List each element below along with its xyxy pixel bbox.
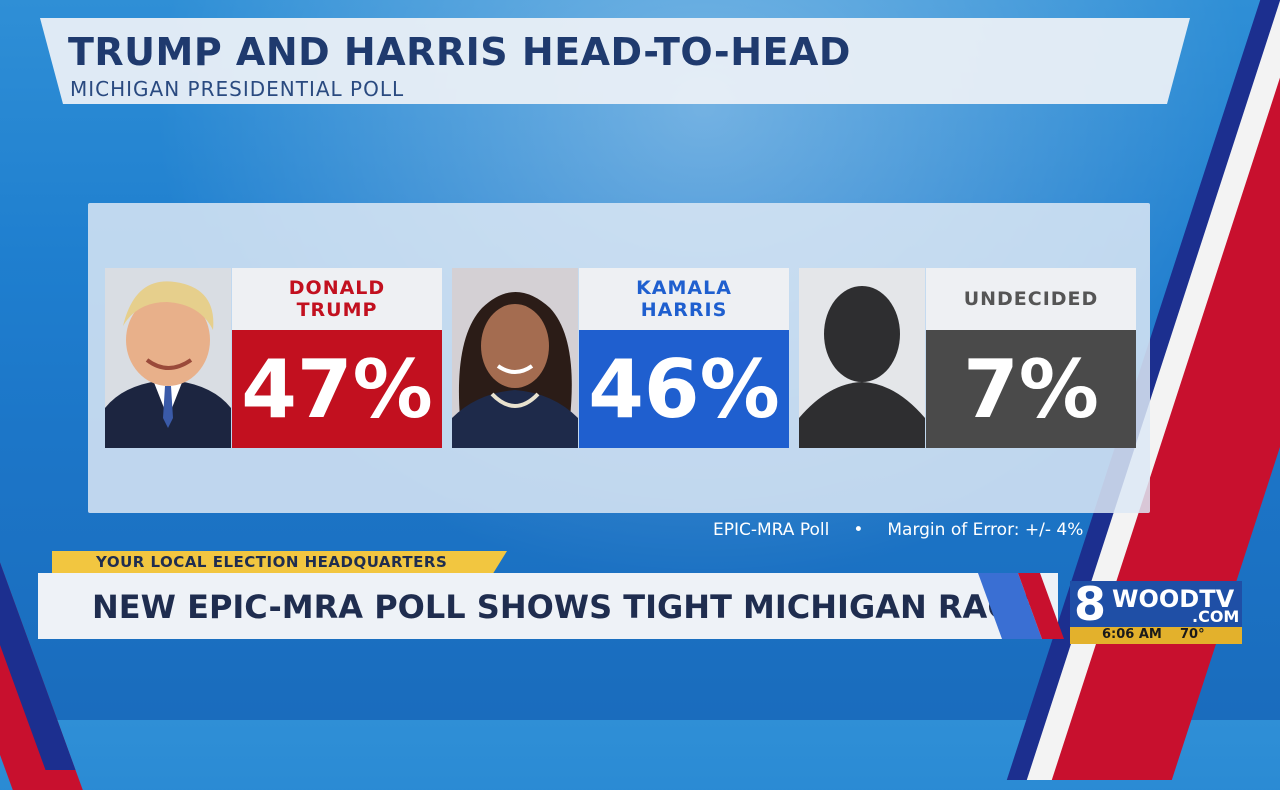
trump-percent: 47% — [241, 342, 433, 436]
ticker-headline: NEW EPIC-MRA POLL SHOWS TIGHT MICHIGAN R… — [92, 588, 1033, 626]
title-bar — [40, 18, 1190, 104]
harris-name-label: KAMALA HARRIS — [579, 268, 789, 330]
poll-source: EPIC-MRA Poll — [713, 520, 830, 540]
ticker-tag-text: YOUR LOCAL ELECTION HEADQUARTERS — [96, 553, 448, 571]
silhouette-icon — [799, 268, 925, 448]
logo-top: 8 WOODTV .COM — [1070, 577, 1242, 631]
clock-time: 6:06 AM — [1102, 627, 1162, 642]
channel-number: 8 — [1074, 577, 1107, 631]
logo-info-bar: 6:06 AM 70° — [1070, 627, 1242, 644]
station-name: WOODTV — [1112, 585, 1235, 613]
margin-of-error: Margin of Error: +/- 4% — [887, 520, 1084, 540]
harris-percent-box: 46% — [579, 330, 789, 448]
undecided-percent-box: 7% — [926, 330, 1136, 448]
trump-name-text: DONALD TRUMP — [288, 277, 386, 321]
harris-photo — [452, 268, 578, 448]
undecided-percent: 7% — [963, 342, 1099, 436]
trump-photo — [105, 268, 231, 448]
undecided-text: UNDECIDED — [963, 288, 1099, 310]
harris-percent: 46% — [588, 342, 780, 436]
poll-footnote: EPIC-MRA Poll • Margin of Error: +/- 4% — [713, 520, 1083, 540]
page-subtitle: MICHIGAN PRESIDENTIAL POLL — [70, 77, 405, 101]
trump-name-label: DONALD TRUMP — [232, 268, 442, 330]
temperature: 70° — [1180, 627, 1205, 642]
footnote-bullet: • — [853, 520, 864, 540]
ticker-tag: YOUR LOCAL ELECTION HEADQUARTERS — [52, 551, 507, 573]
undecided-label: UNDECIDED — [926, 268, 1136, 330]
page-title: TRUMP AND HARRIS HEAD-TO-HEAD — [68, 30, 851, 74]
harris-name-text: KAMALA HARRIS — [636, 277, 732, 321]
station-domain: .COM — [1192, 607, 1240, 626]
trump-percent-box: 47% — [232, 330, 442, 448]
station-logo: 8 WOODTV .COM 6:06 AM 70° — [1070, 577, 1242, 644]
ticker-headline-bar: NEW EPIC-MRA POLL SHOWS TIGHT MICHIGAN R… — [38, 573, 1058, 639]
